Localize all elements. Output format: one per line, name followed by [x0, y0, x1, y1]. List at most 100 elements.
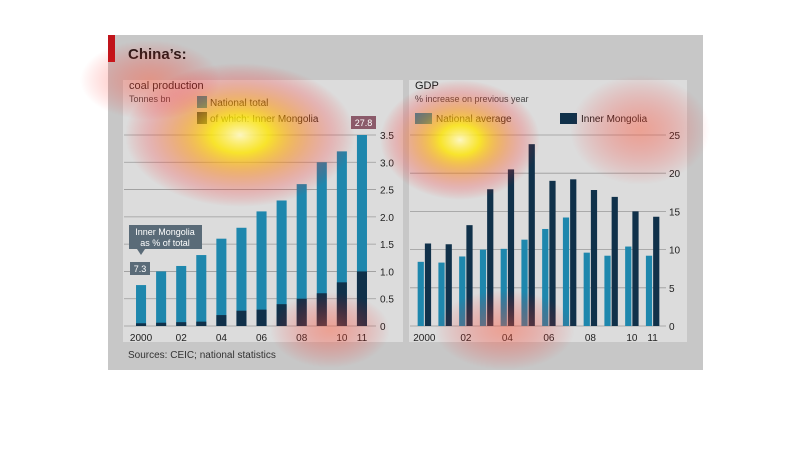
gdp-bar-national-average: [562, 217, 570, 326]
coal-x-tick-label: 08: [296, 333, 308, 344]
coal-title: coal production: [129, 80, 204, 92]
coal-bar-national: [176, 265, 187, 326]
legend-label-gdp-inner-mongolia: Inner Mongolia: [581, 114, 648, 125]
gdp-bar-inner-mongolia: [632, 211, 639, 326]
coal-bar-inner-mongolia: [236, 310, 247, 326]
coal-y-tick-label: 3.5: [380, 131, 394, 142]
gdp-bar-inner-mongolia: [528, 144, 535, 326]
coal-y-tick-label: 0.5: [380, 295, 394, 306]
coal-bar-national: [236, 227, 247, 326]
gdp-bar-national-average: [625, 246, 632, 326]
share-first-value: 7.3: [134, 264, 147, 274]
coal-x-tick-label: 11: [357, 333, 368, 344]
coal-bar-inner-mongolia: [356, 271, 367, 326]
legend-label-national-average: National average: [436, 114, 512, 125]
legend-label-national-total: National total: [210, 98, 268, 109]
source-note: Sources: CEIC; national statistics: [128, 350, 276, 361]
gdp-y-tick-label: 5: [669, 284, 675, 295]
gdp-x-tick-label: 10: [626, 333, 638, 344]
gdp-bar-inner-mongolia: [611, 196, 618, 326]
coal-bar-inner-mongolia: [316, 293, 327, 326]
coal-x-tick-labels: 2000 02 04 06 08 10 11: [130, 333, 368, 344]
gdp-y-tick-label: 25: [669, 131, 681, 142]
coal-bar-national: [136, 285, 147, 326]
coal-bar-inner-mongolia: [156, 322, 167, 326]
gdp-x-tick-label: 04: [502, 333, 514, 344]
coal-x-tick-label: 04: [216, 333, 228, 344]
coal-legend: National total of which: Inner Mongolia: [197, 96, 319, 125]
coal-bar-national: [216, 238, 227, 326]
gdp-bar-national-average: [521, 239, 528, 326]
share-annotation-box: [129, 225, 202, 249]
coal-y-tick-label: 0: [380, 322, 386, 333]
gdp-y-tick-label: 20: [669, 169, 681, 180]
gdp-x-tick-label: 2000: [413, 333, 436, 344]
coal-y-tick-label: 1.5: [380, 240, 394, 251]
gdp-bar-national-average: [542, 228, 549, 326]
gdp-legend: National average Inner Mongolia: [415, 113, 648, 125]
coal-bar-inner-mongolia: [216, 315, 227, 326]
coal-bar-national: [296, 184, 307, 326]
share-last-box: [351, 116, 376, 129]
share-annotation-line: Inner Mongolia: [135, 227, 195, 237]
gdp-x-tick-label: 11: [647, 333, 658, 344]
coal-bar-inner-mongolia: [276, 304, 287, 326]
coal-bar-inner-mongolia: [176, 322, 187, 326]
coal-y-tick-label: 2.5: [380, 186, 394, 197]
gdp-bars: [417, 144, 660, 326]
coal-y-tick-label: 1.0: [380, 267, 394, 278]
gdp-y-tick-label: 0: [669, 322, 675, 333]
coal-y-tick-label: 3.0: [380, 158, 394, 169]
coal-x-tick-label: 10: [336, 333, 348, 344]
legend-swatch-national-total: [197, 96, 207, 108]
coal-bar-inner-mongolia: [136, 323, 147, 326]
gdp-x-tick-label: 08: [585, 333, 597, 344]
share-last-value: 27.8: [355, 118, 373, 128]
gdp-bar-inner-mongolia: [424, 243, 432, 326]
gdp-x-tick-labels: 2000 02 04 06 08 10 11: [413, 333, 658, 344]
coal-bar-national: [196, 255, 207, 326]
coal-bar-national: [336, 151, 347, 326]
legend-label-inner-mongolia-share: of which: Inner Mongolia: [210, 114, 319, 125]
gdp-bar-national-average: [417, 261, 424, 326]
gdp-y-tick-labels: 0 5 10 15 20 25: [669, 131, 681, 333]
coal-x-tick-label: 02: [176, 333, 188, 344]
share-annotation-line: as % of total: [140, 238, 190, 248]
gdp-subtitle: % increase on previous year: [415, 94, 529, 104]
coal-bar-inner-mongolia: [256, 309, 267, 326]
coal-x-tick-label: 06: [256, 333, 268, 344]
share-first-box: [130, 262, 150, 275]
gdp-bar-inner-mongolia: [445, 244, 452, 326]
share-annotation-pointer: [137, 249, 145, 255]
coal-bar-inner-mongolia: [196, 321, 207, 326]
gdp-y-tick-label: 15: [669, 207, 681, 218]
legend-swatch-inner-mongolia: [197, 112, 207, 124]
gdp-bar-national-average: [645, 255, 653, 326]
gdp-bar-inner-mongolia: [590, 190, 598, 326]
gdp-title: GDP: [415, 80, 439, 92]
coal-bar-national: [356, 135, 367, 326]
gdp-x-tick-label: 02: [460, 333, 472, 344]
coal-bar-national: [316, 162, 327, 326]
gdp-bar-national-average: [604, 255, 611, 326]
share-annotation: Inner Mongolia as % of total 7.3 27.8: [129, 116, 376, 275]
coal-x-tick-label: 2000: [130, 333, 153, 344]
coal-bar-national: [156, 271, 167, 326]
coal-chart: coal production Tonnes bn National total…: [124, 80, 394, 344]
coal-bar-inner-mongolia: [336, 282, 347, 326]
gdp-y-tick-label: 10: [669, 246, 681, 257]
gdp-bar-inner-mongolia: [507, 169, 515, 326]
gdp-bar-national-average: [459, 256, 466, 326]
gdp-bar-inner-mongolia: [487, 189, 494, 326]
gdp-chart: GDP % increase on previous year National…: [410, 80, 681, 344]
gdp-bar-inner-mongolia: [570, 179, 577, 326]
gdp-bar-national-average: [500, 248, 507, 326]
coal-bar-national: [276, 200, 287, 326]
gdp-x-tick-label: 06: [543, 333, 555, 344]
gdp-bar-inner-mongolia: [653, 216, 660, 326]
gdp-bar-inner-mongolia: [466, 225, 473, 326]
coal-y-tick-label: 2.0: [380, 213, 394, 224]
gdp-bar-national-average: [583, 252, 590, 326]
coal-subtitle: Tonnes bn: [129, 94, 171, 104]
